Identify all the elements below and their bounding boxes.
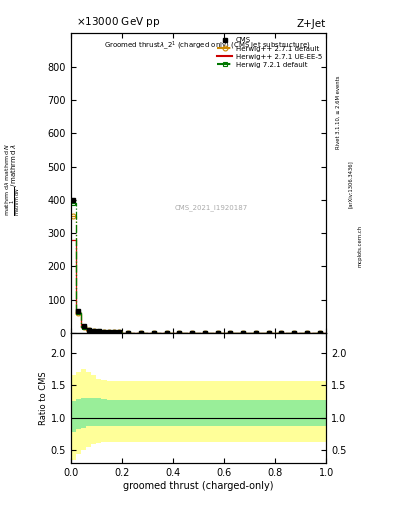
Text: mcplots.cern.ch: mcplots.cern.ch (358, 225, 363, 267)
CMS (101, 329, 106, 335)
Text: CMS_2021_I1920187: CMS_2021_I1920187 (174, 204, 248, 210)
CMS (177, 330, 182, 336)
CMS (126, 329, 130, 335)
CMS (91, 328, 96, 334)
CMS (266, 330, 271, 336)
Text: Rivet 3.1.10, ≥ 2.6M events: Rivet 3.1.10, ≥ 2.6M events (336, 76, 341, 150)
CMS (292, 330, 297, 336)
Text: Groomed thrust$\lambda\_2^1$ (charged only) (CMS jet substructure): Groomed thrust$\lambda\_2^1$ (charged on… (104, 39, 311, 52)
Line: CMS: CMS (72, 198, 321, 335)
CMS (117, 329, 122, 335)
X-axis label: groomed thrust (charged-only): groomed thrust (charged-only) (123, 481, 274, 491)
CMS (279, 330, 284, 336)
Text: [arXiv:1306.3436]: [arXiv:1306.3436] (348, 160, 353, 208)
CMS (164, 330, 169, 336)
CMS (241, 330, 246, 336)
CMS (305, 330, 309, 336)
Text: $\times$13000 GeV pp: $\times$13000 GeV pp (76, 15, 160, 29)
Legend: CMS, Herwig++ 2.7.1 default, Herwig++ 2.7.1 UE-EE-5, Herwig 7.2.1 default: CMS, Herwig++ 2.7.1 default, Herwig++ 2.… (214, 35, 325, 71)
CMS (202, 330, 207, 336)
Text: $\frac{1}{\mathrm{mathrm\,d}N}\,/\,\mathrm{mathrm\,d}\,\lambda$: $\frac{1}{\mathrm{mathrm\,d}N}\,/\,\math… (9, 143, 23, 216)
CMS (215, 330, 220, 336)
CMS (228, 330, 233, 336)
Text: $\mathrm{mathrm\,d}^2N$
$\mathrm{mathrm\,d}\,\lambda\,\mathrm{mathrm\,d}\,N$: $\mathrm{mathrm\,d}^2N$ $\mathrm{mathrm\… (0, 143, 11, 216)
CMS (190, 330, 195, 336)
CMS (76, 308, 81, 314)
CMS (151, 330, 156, 336)
CMS (71, 197, 75, 203)
Y-axis label: Ratio to CMS: Ratio to CMS (39, 371, 48, 425)
CMS (107, 329, 112, 335)
CMS (253, 330, 258, 336)
CMS (81, 323, 86, 329)
CMS (112, 329, 116, 335)
CMS (86, 327, 91, 333)
CMS (318, 330, 322, 336)
CMS (97, 328, 101, 334)
Text: Z+Jet: Z+Jet (297, 19, 326, 29)
CMS (139, 330, 143, 336)
